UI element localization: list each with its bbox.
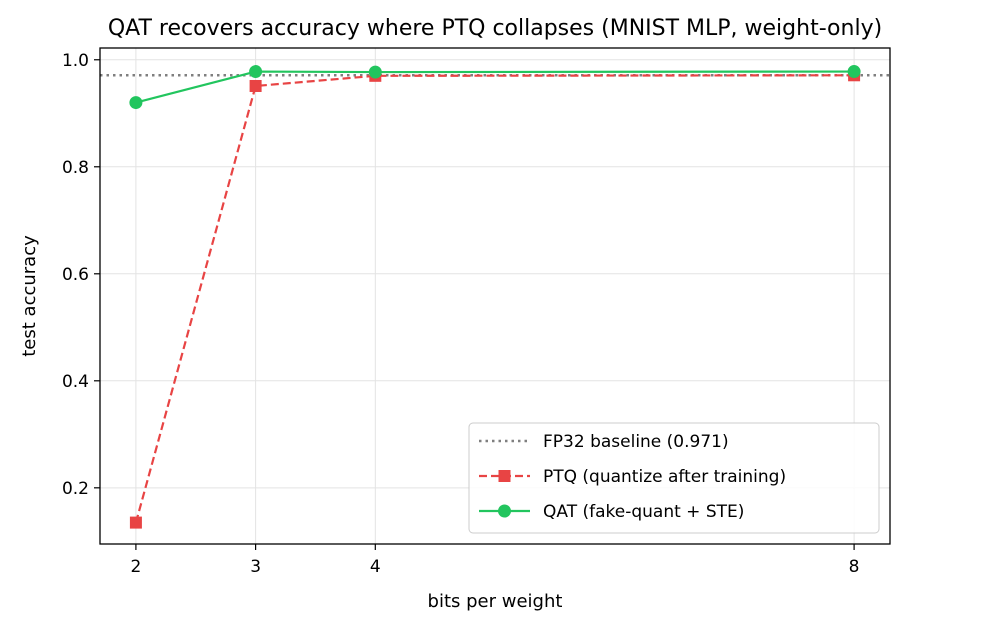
- y-tick-label: 0.6: [62, 265, 89, 285]
- y-axis: 0.2 0.4 0.6 0.8 1.0: [62, 51, 100, 499]
- series-point: [129, 516, 142, 529]
- series-point: [368, 65, 382, 79]
- legend-label: PTQ (quantize after training): [543, 467, 786, 487]
- chart-title: QAT recovers accuracy where PTQ collapse…: [108, 16, 882, 41]
- x-tick-label: 4: [370, 557, 381, 577]
- legend: FP32 baseline (0.971) PTQ (quantize after…: [468, 422, 880, 534]
- y-tick-label: 1.0: [62, 51, 89, 71]
- series-layer: [129, 65, 861, 529]
- y-axis-label: test accuracy: [19, 235, 40, 357]
- x-tick-label: 8: [849, 557, 860, 577]
- series-point: [847, 65, 861, 79]
- series-point: [249, 79, 262, 92]
- x-axis-label: bits per weight: [428, 591, 563, 612]
- legend-swatch-marker: [498, 470, 511, 482]
- series-line-1: [135, 70, 855, 104]
- series-point: [249, 65, 263, 79]
- legend-swatch-marker: [498, 504, 511, 518]
- x-tick-label: 3: [250, 557, 261, 577]
- x-axis: 2 3 4 8: [130, 544, 860, 577]
- y-tick-label: 0.8: [62, 158, 89, 178]
- plot-frame: [99, 47, 891, 545]
- x-tick-label: 2: [130, 557, 141, 577]
- series-point: [129, 96, 143, 110]
- legend-label: QAT (fake-quant + STE): [543, 502, 744, 522]
- legend-box: [468, 422, 880, 534]
- y-tick-label: 0.4: [62, 372, 89, 392]
- y-tick-label: 0.2: [62, 479, 89, 499]
- legend-label: FP32 baseline (0.971): [543, 432, 729, 452]
